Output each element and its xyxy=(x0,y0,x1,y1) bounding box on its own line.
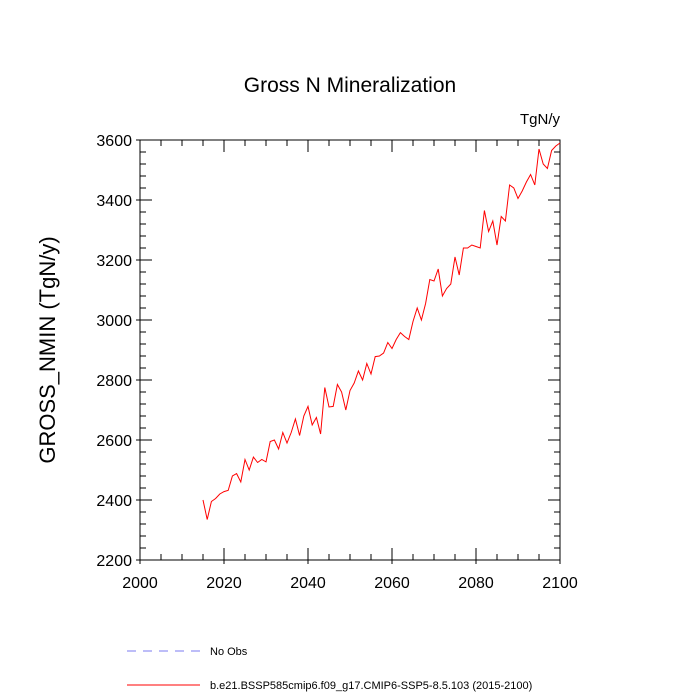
y-tick-label: 3400 xyxy=(96,193,132,210)
x-tick-label: 2000 xyxy=(122,575,158,592)
series-line xyxy=(202,142,561,520)
y-tick-label: 2800 xyxy=(96,373,132,390)
units-label: TgN/y xyxy=(520,111,561,128)
y-axis-label: GROSS_NMIN (TgN/y) xyxy=(35,236,60,463)
x-tick-label: 2020 xyxy=(206,575,242,592)
y-tick-label: 3200 xyxy=(96,253,132,270)
y-tick-label: 2200 xyxy=(96,553,132,570)
y-tick-label: 2400 xyxy=(96,493,132,510)
y-tick-label: 3600 xyxy=(96,133,132,150)
series-lines xyxy=(202,142,561,520)
y-tick-labels: 2200 2400 2600 2800 3000 3200 3400 3600 xyxy=(96,133,132,570)
x-tick-label: 2040 xyxy=(290,575,326,592)
legend: No Obs b.e21.BSSP585cmip6.f09_g17.CMIP6-S… xyxy=(127,646,532,692)
x-tick-label: 2100 xyxy=(542,575,578,592)
plot-frame xyxy=(139,139,561,561)
x-tick-label: 2080 xyxy=(458,575,494,592)
x-tick-label: 2060 xyxy=(374,575,410,592)
axis-ticks xyxy=(136,139,561,564)
chart-title: Gross N Mineralization xyxy=(244,74,456,97)
y-tick-label: 3000 xyxy=(96,313,132,330)
legend-label: b.e21.BSSP585cmip6.f09_g17.CMIP6-SSP5-8.… xyxy=(210,680,532,692)
x-tick-labels: 2000 2020 2040 2060 2080 2100 xyxy=(122,575,578,592)
legend-label: No Obs xyxy=(210,646,248,658)
y-tick-label: 2600 xyxy=(96,433,132,450)
